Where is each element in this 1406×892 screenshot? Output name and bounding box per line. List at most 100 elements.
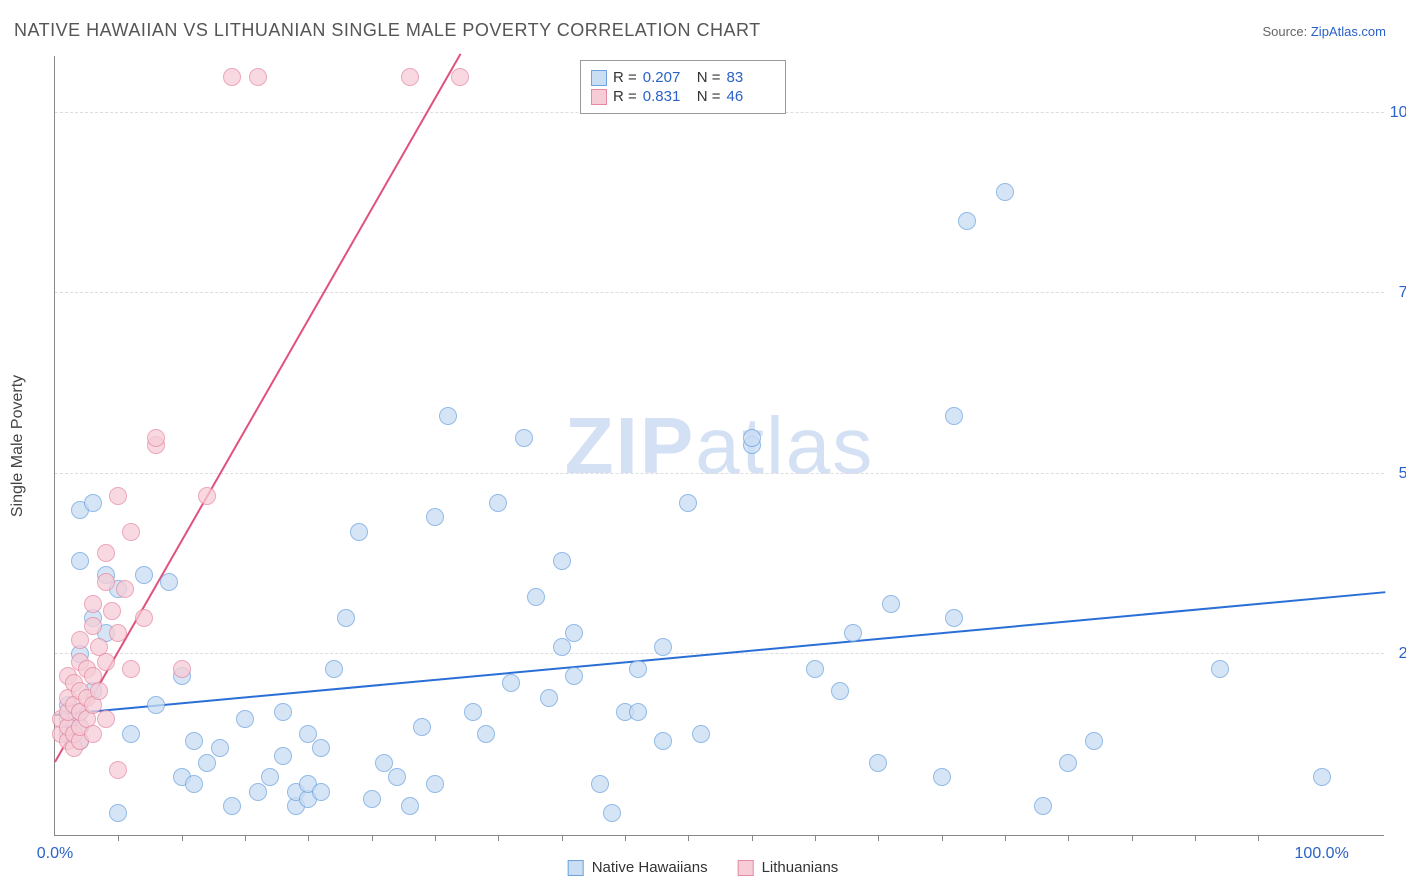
- data-point: [565, 624, 583, 642]
- data-point: [261, 768, 279, 786]
- data-point: [109, 624, 127, 642]
- x-tick: [1132, 835, 1133, 841]
- data-point: [679, 494, 697, 512]
- data-point: [109, 487, 127, 505]
- data-point: [350, 523, 368, 541]
- x-tick-label: 100.0%: [1295, 845, 1349, 863]
- data-point: [97, 710, 115, 728]
- data-point: [565, 667, 583, 685]
- data-point: [147, 429, 165, 447]
- legend-label: Native Hawaiians: [592, 859, 708, 876]
- data-point: [173, 660, 191, 678]
- data-point: [160, 573, 178, 591]
- data-point: [84, 494, 102, 512]
- data-point: [654, 732, 672, 750]
- data-point: [515, 429, 533, 447]
- source-attribution: Source: ZipAtlas.com: [1262, 24, 1386, 39]
- x-tick: [815, 835, 816, 841]
- legend-swatch: [738, 860, 754, 876]
- legend-item: Native Hawaiians: [568, 859, 708, 876]
- data-point: [439, 407, 457, 425]
- x-tick: [1195, 835, 1196, 841]
- data-point: [1211, 660, 1229, 678]
- y-tick-label: 75.0%: [1399, 284, 1406, 302]
- data-point: [84, 617, 102, 635]
- data-point: [135, 609, 153, 627]
- data-point: [401, 68, 419, 86]
- data-point: [553, 552, 571, 570]
- data-point: [312, 783, 330, 801]
- data-point: [363, 790, 381, 808]
- x-tick: [498, 835, 499, 841]
- data-point: [629, 660, 647, 678]
- data-point: [844, 624, 862, 642]
- data-point: [426, 775, 444, 793]
- legend-row: R =0.831N =46: [591, 88, 775, 105]
- x-tick-label: 0.0%: [37, 845, 73, 863]
- data-point: [97, 653, 115, 671]
- trend-line: [54, 54, 461, 763]
- data-point: [122, 725, 140, 743]
- data-point: [109, 804, 127, 822]
- data-point: [388, 768, 406, 786]
- data-point: [1313, 768, 1331, 786]
- data-point: [103, 602, 121, 620]
- x-tick: [182, 835, 183, 841]
- data-point: [109, 761, 127, 779]
- source-link[interactable]: ZipAtlas.com: [1311, 24, 1386, 39]
- data-point: [996, 183, 1014, 201]
- y-axis-label: Single Male Poverty: [9, 375, 27, 517]
- data-point: [451, 68, 469, 86]
- data-point: [401, 797, 419, 815]
- data-point: [477, 725, 495, 743]
- data-point: [654, 638, 672, 656]
- x-tick: [245, 835, 246, 841]
- x-tick: [752, 835, 753, 841]
- data-point: [249, 783, 267, 801]
- data-point: [831, 682, 849, 700]
- legend-n-label: N =: [697, 88, 721, 105]
- x-tick: [308, 835, 309, 841]
- data-point: [312, 739, 330, 757]
- data-point: [1034, 797, 1052, 815]
- data-point: [71, 631, 89, 649]
- data-point: [198, 487, 216, 505]
- data-point: [958, 212, 976, 230]
- data-point: [122, 523, 140, 541]
- gridline: [55, 473, 1384, 474]
- x-tick: [688, 835, 689, 841]
- data-point: [540, 689, 558, 707]
- data-point: [603, 804, 621, 822]
- x-tick: [435, 835, 436, 841]
- data-point: [692, 725, 710, 743]
- legend-r-value: 0.207: [643, 69, 691, 86]
- data-point: [274, 703, 292, 721]
- data-point: [198, 754, 216, 772]
- data-point: [337, 609, 355, 627]
- data-point: [84, 595, 102, 613]
- data-point: [591, 775, 609, 793]
- data-point: [97, 573, 115, 591]
- legend-item: Lithuanians: [738, 859, 839, 876]
- x-tick: [1005, 835, 1006, 841]
- data-point: [116, 580, 134, 598]
- data-point: [90, 682, 108, 700]
- data-point: [629, 703, 647, 721]
- legend-swatch: [591, 70, 607, 86]
- data-point: [223, 797, 241, 815]
- data-point: [84, 725, 102, 743]
- x-tick: [1258, 835, 1259, 841]
- data-point: [806, 660, 824, 678]
- chart-container: NATIVE HAWAIIAN VS LITHUANIAN SINGLE MAL…: [0, 0, 1406, 892]
- watermark-bold: ZIP: [565, 401, 695, 490]
- data-point: [945, 609, 963, 627]
- data-point: [211, 739, 229, 757]
- data-point: [236, 710, 254, 728]
- data-point: [502, 674, 520, 692]
- correlation-legend: R =0.207N =83R =0.831N =46: [580, 60, 786, 114]
- y-tick-label: 25.0%: [1399, 645, 1406, 663]
- legend-swatch: [568, 860, 584, 876]
- gridline: [55, 292, 1384, 293]
- data-point: [464, 703, 482, 721]
- data-point: [426, 508, 444, 526]
